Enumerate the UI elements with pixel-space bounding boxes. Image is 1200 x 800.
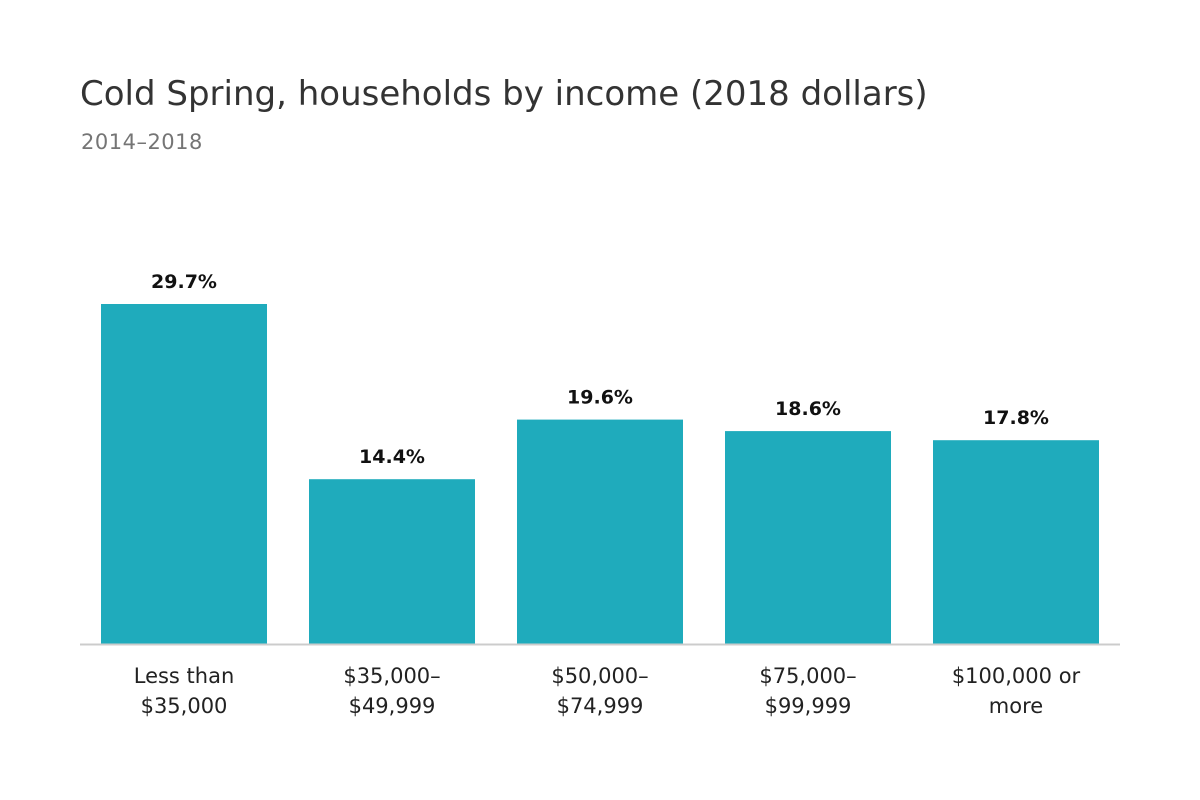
value-labels-group: 29.7% 14.4% 19.6% 18.6% 17.8% xyxy=(151,271,1049,468)
chart-subtitle: 2014–2018 xyxy=(81,130,203,154)
x-tick-label-5: $100,000 or more xyxy=(952,664,1081,718)
data-label-4: 18.6% xyxy=(775,398,841,420)
bar-1 xyxy=(101,304,267,644)
bar-5 xyxy=(933,440,1099,644)
x-tick-label-3: $50,000– $74,999 xyxy=(551,664,648,718)
bar-3 xyxy=(517,419,683,644)
x-tick-label-4: $75,000– $99,999 xyxy=(759,664,856,718)
bars-group xyxy=(101,304,1099,644)
bar-2 xyxy=(309,479,475,644)
data-label-1: 29.7% xyxy=(151,271,217,293)
x-tick-label-2: $35,000– $49,999 xyxy=(343,664,440,718)
x-tick-labels-group: Less than $35,000 $35,000– $49,999 $50,000– $… xyxy=(134,664,1081,718)
data-label-3: 19.6% xyxy=(567,387,633,409)
x-tick-label-1: Less than $35,000 xyxy=(134,664,235,718)
chart-title: Cold Spring, households by income (2018 … xyxy=(80,74,928,114)
data-label-2: 14.4% xyxy=(359,446,425,468)
bar-4 xyxy=(725,431,891,644)
data-label-5: 17.8% xyxy=(983,407,1049,429)
